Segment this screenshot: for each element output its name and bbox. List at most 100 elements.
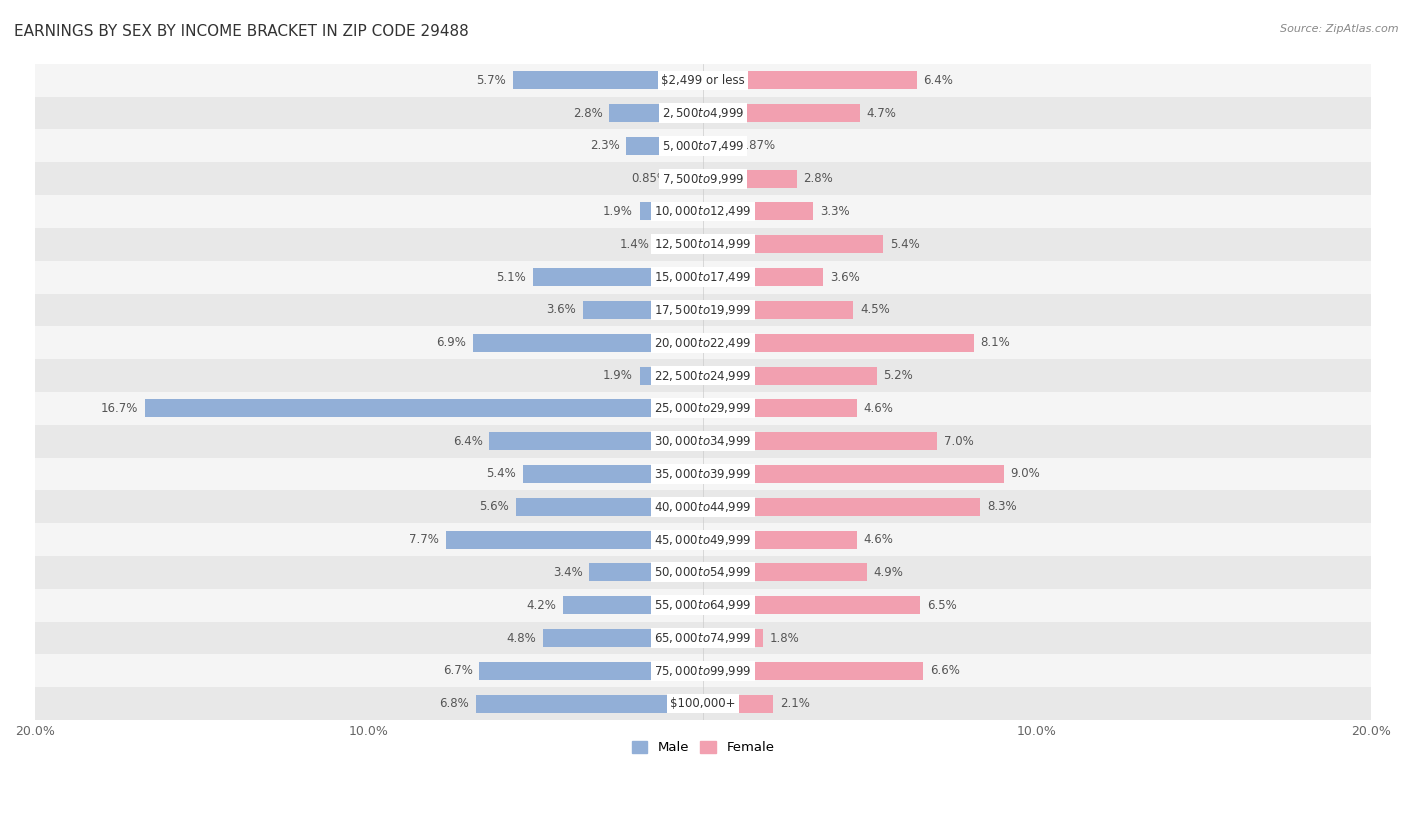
Bar xyxy=(472,333,703,352)
Bar xyxy=(703,333,973,352)
Text: 7.0%: 7.0% xyxy=(943,435,973,448)
Text: 4.9%: 4.9% xyxy=(873,566,903,579)
Text: 5.4%: 5.4% xyxy=(486,467,516,480)
Bar xyxy=(475,694,703,713)
Text: 6.9%: 6.9% xyxy=(436,337,465,350)
Bar xyxy=(35,687,1371,720)
Bar xyxy=(35,195,1371,228)
Bar xyxy=(513,72,703,89)
Bar xyxy=(582,301,703,319)
Bar xyxy=(543,629,703,647)
Text: $7,500 to $9,999: $7,500 to $9,999 xyxy=(662,172,744,185)
Text: $10,000 to $12,499: $10,000 to $12,499 xyxy=(654,204,752,219)
Bar xyxy=(35,326,1371,359)
Bar xyxy=(35,359,1371,392)
Bar xyxy=(703,596,920,615)
Bar xyxy=(35,129,1371,163)
Bar xyxy=(626,137,703,154)
Bar xyxy=(703,72,917,89)
Bar xyxy=(703,104,860,122)
Bar xyxy=(35,392,1371,424)
Bar xyxy=(35,654,1371,687)
Text: $17,500 to $19,999: $17,500 to $19,999 xyxy=(654,303,752,317)
Text: 9.0%: 9.0% xyxy=(1011,467,1040,480)
Bar xyxy=(609,104,703,122)
Bar xyxy=(703,433,936,450)
Text: $40,000 to $44,999: $40,000 to $44,999 xyxy=(654,500,752,514)
Text: 6.5%: 6.5% xyxy=(927,598,956,611)
Bar xyxy=(489,433,703,450)
Bar xyxy=(562,596,703,615)
Text: 2.3%: 2.3% xyxy=(589,139,620,152)
Bar xyxy=(523,465,703,483)
Text: 6.4%: 6.4% xyxy=(924,74,953,87)
Text: 2.8%: 2.8% xyxy=(803,172,832,185)
Text: 4.7%: 4.7% xyxy=(866,107,897,120)
Text: 6.8%: 6.8% xyxy=(440,698,470,711)
Text: 3.3%: 3.3% xyxy=(820,205,849,218)
Text: 3.4%: 3.4% xyxy=(553,566,582,579)
Text: $75,000 to $99,999: $75,000 to $99,999 xyxy=(654,664,752,678)
Bar xyxy=(640,367,703,385)
Text: 8.1%: 8.1% xyxy=(980,337,1010,350)
Text: 1.9%: 1.9% xyxy=(603,369,633,382)
Text: $2,499 or less: $2,499 or less xyxy=(661,74,745,87)
Text: Source: ZipAtlas.com: Source: ZipAtlas.com xyxy=(1281,24,1399,34)
Text: 0.85%: 0.85% xyxy=(631,172,668,185)
Bar xyxy=(703,301,853,319)
Text: 4.5%: 4.5% xyxy=(860,303,890,316)
Text: $45,000 to $49,999: $45,000 to $49,999 xyxy=(654,533,752,546)
Text: 3.6%: 3.6% xyxy=(830,271,859,284)
Bar xyxy=(703,399,856,417)
Text: 1.4%: 1.4% xyxy=(620,237,650,250)
Text: $30,000 to $34,999: $30,000 to $34,999 xyxy=(654,434,752,448)
Text: 1.9%: 1.9% xyxy=(603,205,633,218)
Text: EARNINGS BY SEX BY INCOME BRACKET IN ZIP CODE 29488: EARNINGS BY SEX BY INCOME BRACKET IN ZIP… xyxy=(14,24,468,39)
Bar xyxy=(703,465,1004,483)
Text: $55,000 to $64,999: $55,000 to $64,999 xyxy=(654,598,752,612)
Text: $2,500 to $4,999: $2,500 to $4,999 xyxy=(662,106,744,120)
Bar xyxy=(35,293,1371,326)
Text: 3.6%: 3.6% xyxy=(547,303,576,316)
Bar xyxy=(703,563,866,581)
Bar xyxy=(35,524,1371,556)
Bar xyxy=(446,531,703,549)
Text: $20,000 to $22,499: $20,000 to $22,499 xyxy=(654,336,752,350)
Text: $22,500 to $24,999: $22,500 to $24,999 xyxy=(654,368,752,383)
Text: 5.2%: 5.2% xyxy=(883,369,912,382)
Text: 6.4%: 6.4% xyxy=(453,435,482,448)
Bar xyxy=(35,424,1371,458)
Legend: Male, Female: Male, Female xyxy=(626,736,780,759)
Bar xyxy=(703,170,797,188)
Text: 5.6%: 5.6% xyxy=(479,500,509,513)
Bar xyxy=(703,367,877,385)
Text: 0.87%: 0.87% xyxy=(738,139,776,152)
Text: $50,000 to $54,999: $50,000 to $54,999 xyxy=(654,566,752,580)
Text: $100,000+: $100,000+ xyxy=(671,698,735,711)
Text: $35,000 to $39,999: $35,000 to $39,999 xyxy=(654,467,752,481)
Text: 2.1%: 2.1% xyxy=(780,698,810,711)
Bar xyxy=(35,163,1371,195)
Text: 6.7%: 6.7% xyxy=(443,664,472,677)
Text: 2.8%: 2.8% xyxy=(574,107,603,120)
Bar xyxy=(589,563,703,581)
Text: 8.3%: 8.3% xyxy=(987,500,1017,513)
Bar xyxy=(703,694,773,713)
Bar xyxy=(703,629,763,647)
Text: 4.6%: 4.6% xyxy=(863,533,893,546)
Text: 16.7%: 16.7% xyxy=(101,402,138,415)
Bar xyxy=(35,97,1371,129)
Bar xyxy=(640,202,703,220)
Bar xyxy=(35,261,1371,293)
Bar xyxy=(479,662,703,680)
Text: $65,000 to $74,999: $65,000 to $74,999 xyxy=(654,631,752,645)
Bar xyxy=(35,622,1371,654)
Bar xyxy=(675,170,703,188)
Bar xyxy=(703,268,824,286)
Text: $25,000 to $29,999: $25,000 to $29,999 xyxy=(654,402,752,415)
Bar xyxy=(35,589,1371,622)
Bar xyxy=(35,63,1371,97)
Bar xyxy=(35,490,1371,524)
Text: 4.2%: 4.2% xyxy=(526,598,555,611)
Bar xyxy=(145,399,703,417)
